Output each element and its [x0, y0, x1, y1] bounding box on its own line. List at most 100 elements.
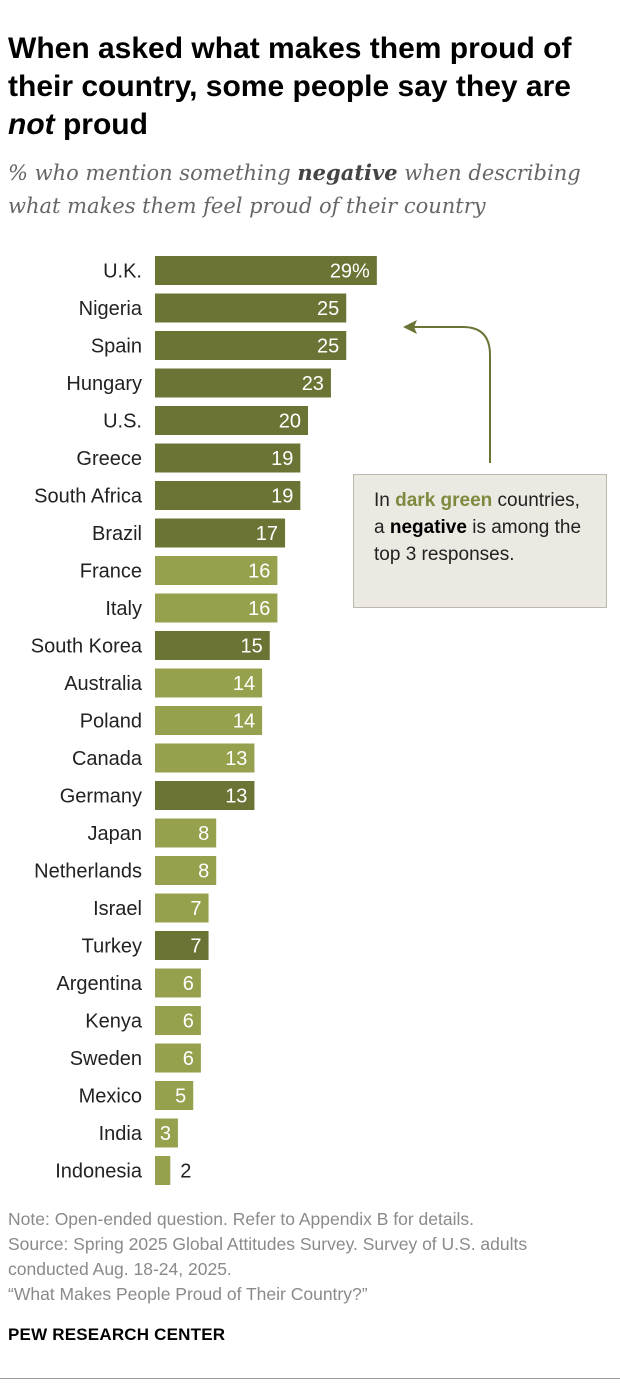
value-label: 13 — [225, 786, 247, 808]
value-label: 25 — [317, 336, 339, 358]
title-emphasis: not — [8, 108, 55, 141]
value-label: 19 — [271, 486, 293, 508]
category-label: Israel — [93, 898, 142, 920]
chart-title: When asked what makes them proud of thei… — [8, 30, 614, 144]
bar-mexico — [155, 1081, 194, 1110]
value-label: 6 — [183, 1048, 194, 1070]
title-line-2: their country, some people say they are — [8, 70, 571, 103]
value-label: 2 — [180, 1161, 191, 1183]
bar-france — [155, 556, 278, 585]
bar-canada — [155, 743, 255, 773]
value-label: 29% — [330, 261, 370, 283]
value-label: 5 — [175, 1086, 186, 1108]
value-label: 3 — [160, 1123, 171, 1145]
bar-brazil — [155, 518, 286, 548]
category-label: Sweden — [70, 1048, 142, 1070]
bar-germany — [155, 781, 255, 810]
title-line-1: When asked what makes them proud of — [8, 32, 572, 65]
category-label: Kenya — [85, 1011, 143, 1033]
bar-kenya — [155, 1006, 201, 1035]
value-label: 13 — [225, 748, 247, 770]
category-label: South Korea — [31, 636, 143, 658]
category-label: Nigeria — [79, 298, 143, 320]
category-label: Netherlands — [34, 861, 142, 883]
bar-argentina — [155, 968, 201, 998]
pew-logo: PEW RESEARCH CENTER — [8, 1325, 226, 1344]
category-label: Greece — [76, 448, 142, 470]
category-label: Argentina — [56, 973, 142, 995]
category-label: Turkey — [82, 936, 142, 958]
bar-u-k — [155, 256, 377, 285]
category-label: Canada — [72, 748, 143, 770]
value-label: 23 — [302, 373, 324, 395]
category-label: Italy — [105, 598, 142, 620]
subtitle-post: when describing what makes them feel pro… — [8, 161, 581, 218]
source-text-1: Source: Spring 2025 Global Attitudes Sur… — [8, 1234, 528, 1254]
callout-arrow — [403, 320, 491, 463]
callout-negative: negative — [389, 517, 467, 538]
category-label: Germany — [60, 786, 142, 808]
category-label: Poland — [80, 711, 142, 733]
bar-india — [155, 1118, 178, 1148]
value-label: 19 — [271, 448, 293, 470]
bar-italy — [155, 593, 278, 623]
value-label: 8 — [198, 861, 209, 883]
subtitle-bold: negative — [297, 160, 398, 185]
bar-turkey — [155, 931, 209, 960]
value-label: 17 — [256, 523, 278, 545]
bar-israel — [155, 893, 209, 923]
callout-arrow-line — [413, 326, 491, 463]
subtitle-pre: % who mention something — [8, 161, 298, 185]
note-text: Note: Open-ended question. Refer to Appe… — [8, 1209, 474, 1229]
value-label: 7 — [190, 898, 201, 920]
callout-dark-green: dark green — [395, 490, 493, 511]
bar-sweden — [155, 1043, 201, 1073]
callout-text-1: In — [374, 490, 396, 511]
category-label: Brazil — [92, 523, 142, 545]
value-label: 15 — [241, 636, 263, 658]
category-label: U.S. — [103, 411, 142, 433]
value-label: 6 — [183, 973, 194, 995]
category-label: Indonesia — [55, 1161, 143, 1183]
source-text-2: conducted Aug. 18-24, 2025. — [8, 1259, 232, 1279]
bar-hungary — [155, 368, 331, 398]
callout-box: In dark green countries, a negative is a… — [353, 474, 607, 608]
category-label: France — [80, 561, 142, 583]
value-label: 6 — [183, 1011, 194, 1033]
category-label: South Africa — [34, 486, 143, 508]
chart-notes: Note: Open-ended question. Refer to Appe… — [8, 1207, 614, 1307]
category-label: Hungary — [66, 373, 142, 395]
callout-text-2: countries, a — [374, 490, 580, 538]
footer-divider — [0, 1378, 620, 1379]
value-label: 14 — [233, 711, 255, 733]
bar-spain — [155, 331, 347, 360]
bar-indonesia — [155, 1156, 171, 1185]
report-title: “What Makes People Proud of Their Countr… — [8, 1284, 368, 1304]
value-label: 20 — [279, 411, 301, 433]
bar-south-africa — [155, 481, 301, 510]
category-label: Spain — [91, 336, 142, 358]
category-label: U.K. — [103, 261, 142, 283]
value-label: 8 — [198, 823, 209, 845]
bar-netherlands — [155, 856, 217, 885]
callout-text-3: is among the top 3 responses. — [374, 517, 582, 565]
bar-south-korea — [155, 631, 270, 660]
category-label: Australia — [64, 673, 143, 695]
title-line-3: proud — [54, 108, 148, 141]
bar-australia — [155, 668, 263, 698]
category-label: Mexico — [79, 1086, 142, 1108]
value-label: 25 — [317, 298, 339, 320]
bar-u-s — [155, 406, 308, 435]
value-label: 16 — [248, 598, 270, 620]
category-label: India — [99, 1123, 143, 1145]
category-label: Japan — [88, 823, 143, 845]
chart-subtitle: % who mention something negative when de… — [8, 156, 614, 223]
value-label: 16 — [248, 561, 270, 583]
bar-poland — [155, 706, 263, 735]
value-label: 14 — [233, 673, 255, 695]
value-label: 7 — [190, 936, 201, 958]
callout-arrow-head — [403, 320, 417, 334]
bar-japan — [155, 818, 217, 848]
bar-nigeria — [155, 293, 347, 323]
